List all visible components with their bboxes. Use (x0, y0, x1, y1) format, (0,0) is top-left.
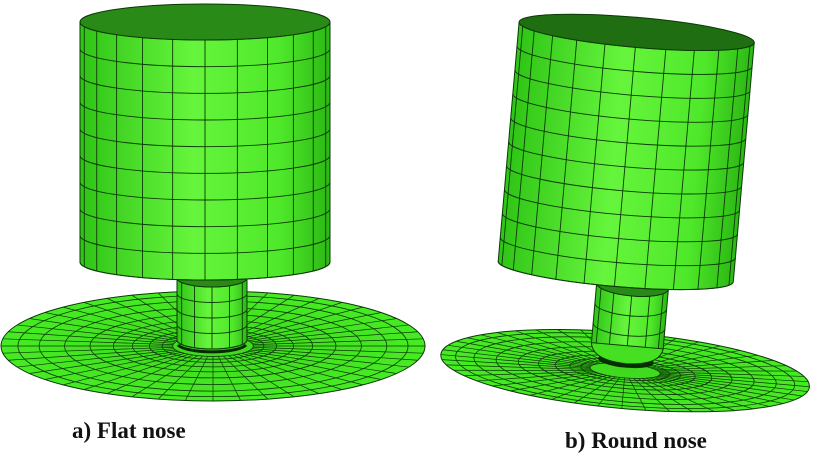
round-nose-model (438, 3, 825, 425)
figure: a) Flat nose b) Round nose (0, 0, 825, 462)
cylinder-top (80, 4, 330, 40)
flat-nose-model (1, 4, 425, 401)
caption: a) Flat nose (72, 418, 186, 443)
caption: b) Round nose (565, 428, 707, 453)
